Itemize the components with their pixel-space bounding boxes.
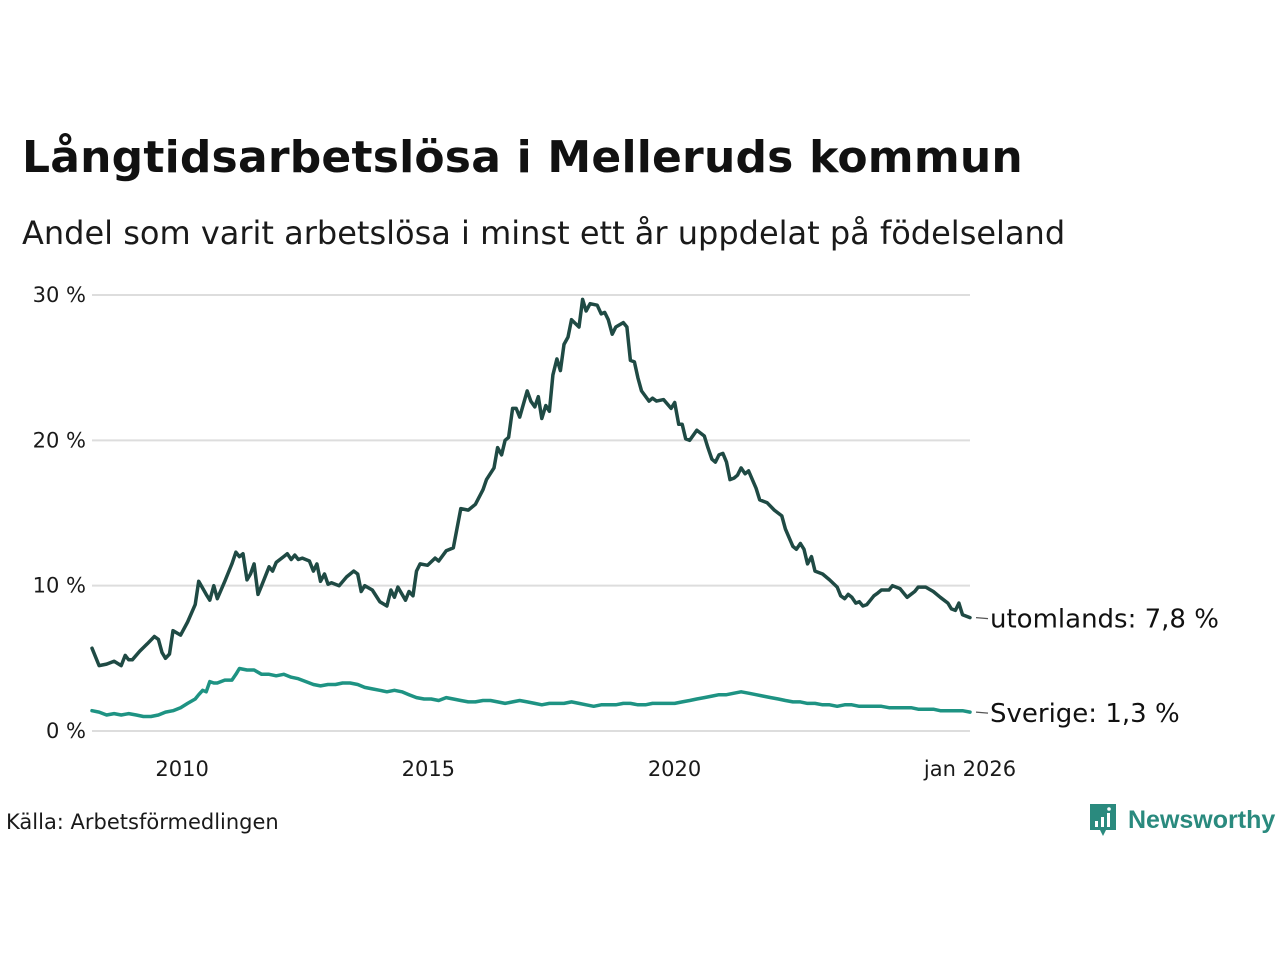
y-tick-label: 30 % xyxy=(33,283,86,307)
end-label-leader xyxy=(975,617,989,620)
newsworthy-logo-icon xyxy=(1090,804,1116,836)
x-tick-label: 2015 xyxy=(402,757,455,781)
chart-title: Långtidsarbetslösa i Melleruds kommun xyxy=(22,132,1023,183)
end-label-utomlands: utomlands: 7,8 % xyxy=(990,605,1219,635)
newsworthy-brand[interactable]: Newsworthy xyxy=(1088,802,1275,838)
x-tick-label: jan 2026 xyxy=(923,757,1016,781)
source-note: Källa: Arbetsförmedlingen xyxy=(6,810,279,834)
x-tick-label: 2010 xyxy=(155,757,208,781)
end-label-sverige: Sverige: 1,3 % xyxy=(990,699,1180,729)
series-line-utomlands xyxy=(90,297,972,668)
y-tick-label: 0 % xyxy=(46,719,86,743)
line-chart: 0 % 10 % 20 % 30 % 2010 2015 2020 jan 2026 uto… xyxy=(33,283,1219,781)
chart-subtitle: Andel som varit arbetslösa i minst ett å… xyxy=(22,214,1066,252)
brand-name: Newsworthy xyxy=(1128,805,1276,834)
series-line-sverige xyxy=(90,666,972,719)
end-label-leader xyxy=(975,711,989,714)
y-tick-label: 20 % xyxy=(33,428,86,452)
x-tick-label: 2020 xyxy=(648,757,701,781)
y-tick-label: 10 % xyxy=(33,574,86,598)
